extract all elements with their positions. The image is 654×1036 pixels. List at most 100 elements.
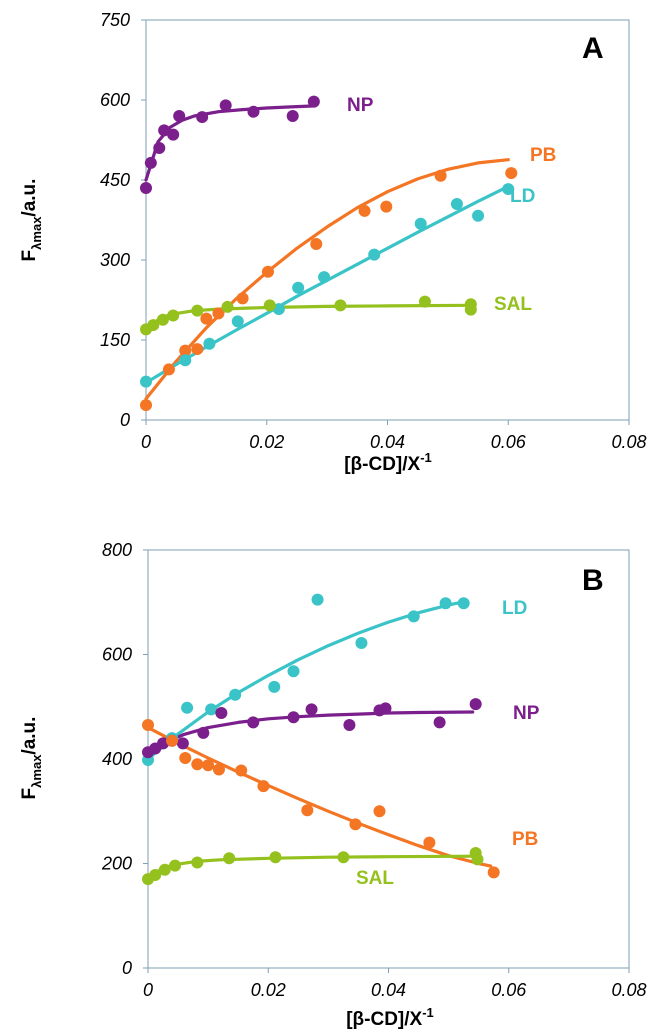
x-tick-label: 0.08	[611, 432, 646, 452]
panel-label: A	[582, 32, 604, 65]
data-point-ld	[318, 271, 331, 284]
data-point-sal	[191, 304, 204, 317]
data-point-np	[158, 124, 171, 137]
x-tick-label: 0.04	[370, 432, 405, 452]
fit-line-pb	[144, 158, 510, 401]
data-point-np	[433, 716, 446, 729]
data-point-pb	[487, 866, 500, 879]
data-point-np	[176, 737, 189, 750]
data-point-sal	[418, 295, 431, 308]
data-point-ld	[368, 248, 381, 261]
data-point-pb	[140, 399, 152, 412]
y-axis-label: Fλmax/a.u.	[19, 179, 44, 262]
data-point-np	[287, 711, 300, 724]
x-tick-label: 0	[141, 432, 151, 452]
data-point-pb	[142, 719, 154, 732]
data-point-np	[167, 128, 180, 141]
data-point-ld	[272, 303, 285, 316]
data-point-pb	[310, 238, 323, 250]
data-point-np	[343, 719, 356, 732]
data-point-pb	[200, 312, 213, 325]
data-point-sal	[158, 863, 171, 876]
y-tick-label: 600	[100, 90, 130, 110]
data-point-np	[305, 703, 318, 716]
data-point-np	[379, 702, 392, 715]
data-point-sal	[471, 853, 484, 866]
y-tick-label: 300	[100, 250, 130, 270]
data-point-sal	[334, 299, 347, 312]
y-tick-label: 0	[122, 958, 132, 978]
data-point-ld	[414, 217, 427, 230]
series-label-sal: SAL	[494, 294, 532, 315]
y-tick-label: 600	[102, 645, 132, 665]
y-tick-label: 200	[101, 854, 132, 874]
fit-line-pb	[146, 726, 493, 868]
data-point-np	[196, 111, 209, 124]
data-point-pb	[373, 805, 386, 818]
data-point-ld	[181, 701, 194, 714]
data-point-pb	[301, 804, 314, 817]
data-point-pb	[202, 759, 215, 772]
data-point-pb	[257, 780, 270, 793]
data-point-ld	[450, 198, 463, 210]
data-point-pb	[235, 764, 248, 777]
y-tick-label: 400	[102, 749, 132, 769]
data-point-pb	[191, 758, 204, 771]
data-point-pb	[212, 307, 225, 320]
x-tick-label: 0.06	[491, 432, 527, 452]
data-point-pb	[212, 763, 225, 776]
data-point-ld	[229, 688, 242, 701]
data-point-np	[173, 110, 186, 122]
data-point-np	[286, 110, 299, 122]
data-point-ld	[203, 337, 216, 350]
data-point-np	[157, 737, 170, 750]
data-point-ld	[311, 593, 324, 606]
data-point-np	[307, 95, 320, 108]
y-tick-label: 750	[100, 10, 130, 30]
data-point-np	[247, 716, 260, 729]
data-point-np	[153, 142, 166, 154]
chart-panel-a: 0 0.02 0.04 0.06 0.08 0 150 300 450 600 750 NP PB LD S…	[19, 10, 647, 475]
data-point-ld	[472, 209, 485, 222]
plot-frame	[147, 549, 630, 969]
series-label-np: NP	[347, 95, 374, 116]
data-point-np	[247, 105, 260, 118]
x-axis-label: [β-CD]/X-1	[346, 1005, 434, 1030]
y-tick-label: 150	[100, 330, 130, 350]
panel-label: B	[582, 564, 604, 597]
y-axis-label: Fλmax/a.u.	[19, 717, 44, 800]
data-point-np	[197, 726, 210, 739]
data-point-ld	[502, 183, 515, 196]
data-point-ld	[292, 281, 305, 294]
data-point-sal	[191, 856, 204, 869]
data-point-sal	[337, 851, 350, 864]
data-point-ld	[268, 680, 281, 693]
data-point-pb	[162, 363, 175, 376]
x-tick-label: 0.06	[491, 980, 527, 1000]
data-point-np	[215, 707, 228, 720]
data-point-ld	[457, 597, 470, 610]
data-point-pb	[423, 836, 436, 849]
data-point-ld	[231, 315, 244, 328]
data-point-pb	[261, 265, 274, 278]
y-tick-label: 0	[120, 410, 130, 430]
data-point-sal	[223, 852, 236, 865]
data-point-sal	[464, 303, 477, 316]
data-point-sal	[221, 300, 234, 313]
data-point-np	[219, 99, 232, 112]
data-point-np	[144, 156, 157, 169]
data-point-pb	[191, 343, 204, 356]
data-point-ld	[407, 610, 420, 623]
x-tick-label: 0.02	[251, 980, 286, 1000]
data-point-sal	[147, 319, 160, 332]
data-point-ld	[355, 637, 368, 650]
series-label-np: NP	[513, 703, 540, 724]
series-label-pb: PB	[530, 145, 556, 166]
plot-frame	[145, 19, 630, 421]
series-label-sal: SAL	[356, 868, 394, 889]
data-point-pb	[358, 204, 371, 217]
data-point-pb	[179, 751, 192, 764]
data-point-sal	[269, 851, 282, 864]
series-label-pb: PB	[512, 829, 538, 850]
